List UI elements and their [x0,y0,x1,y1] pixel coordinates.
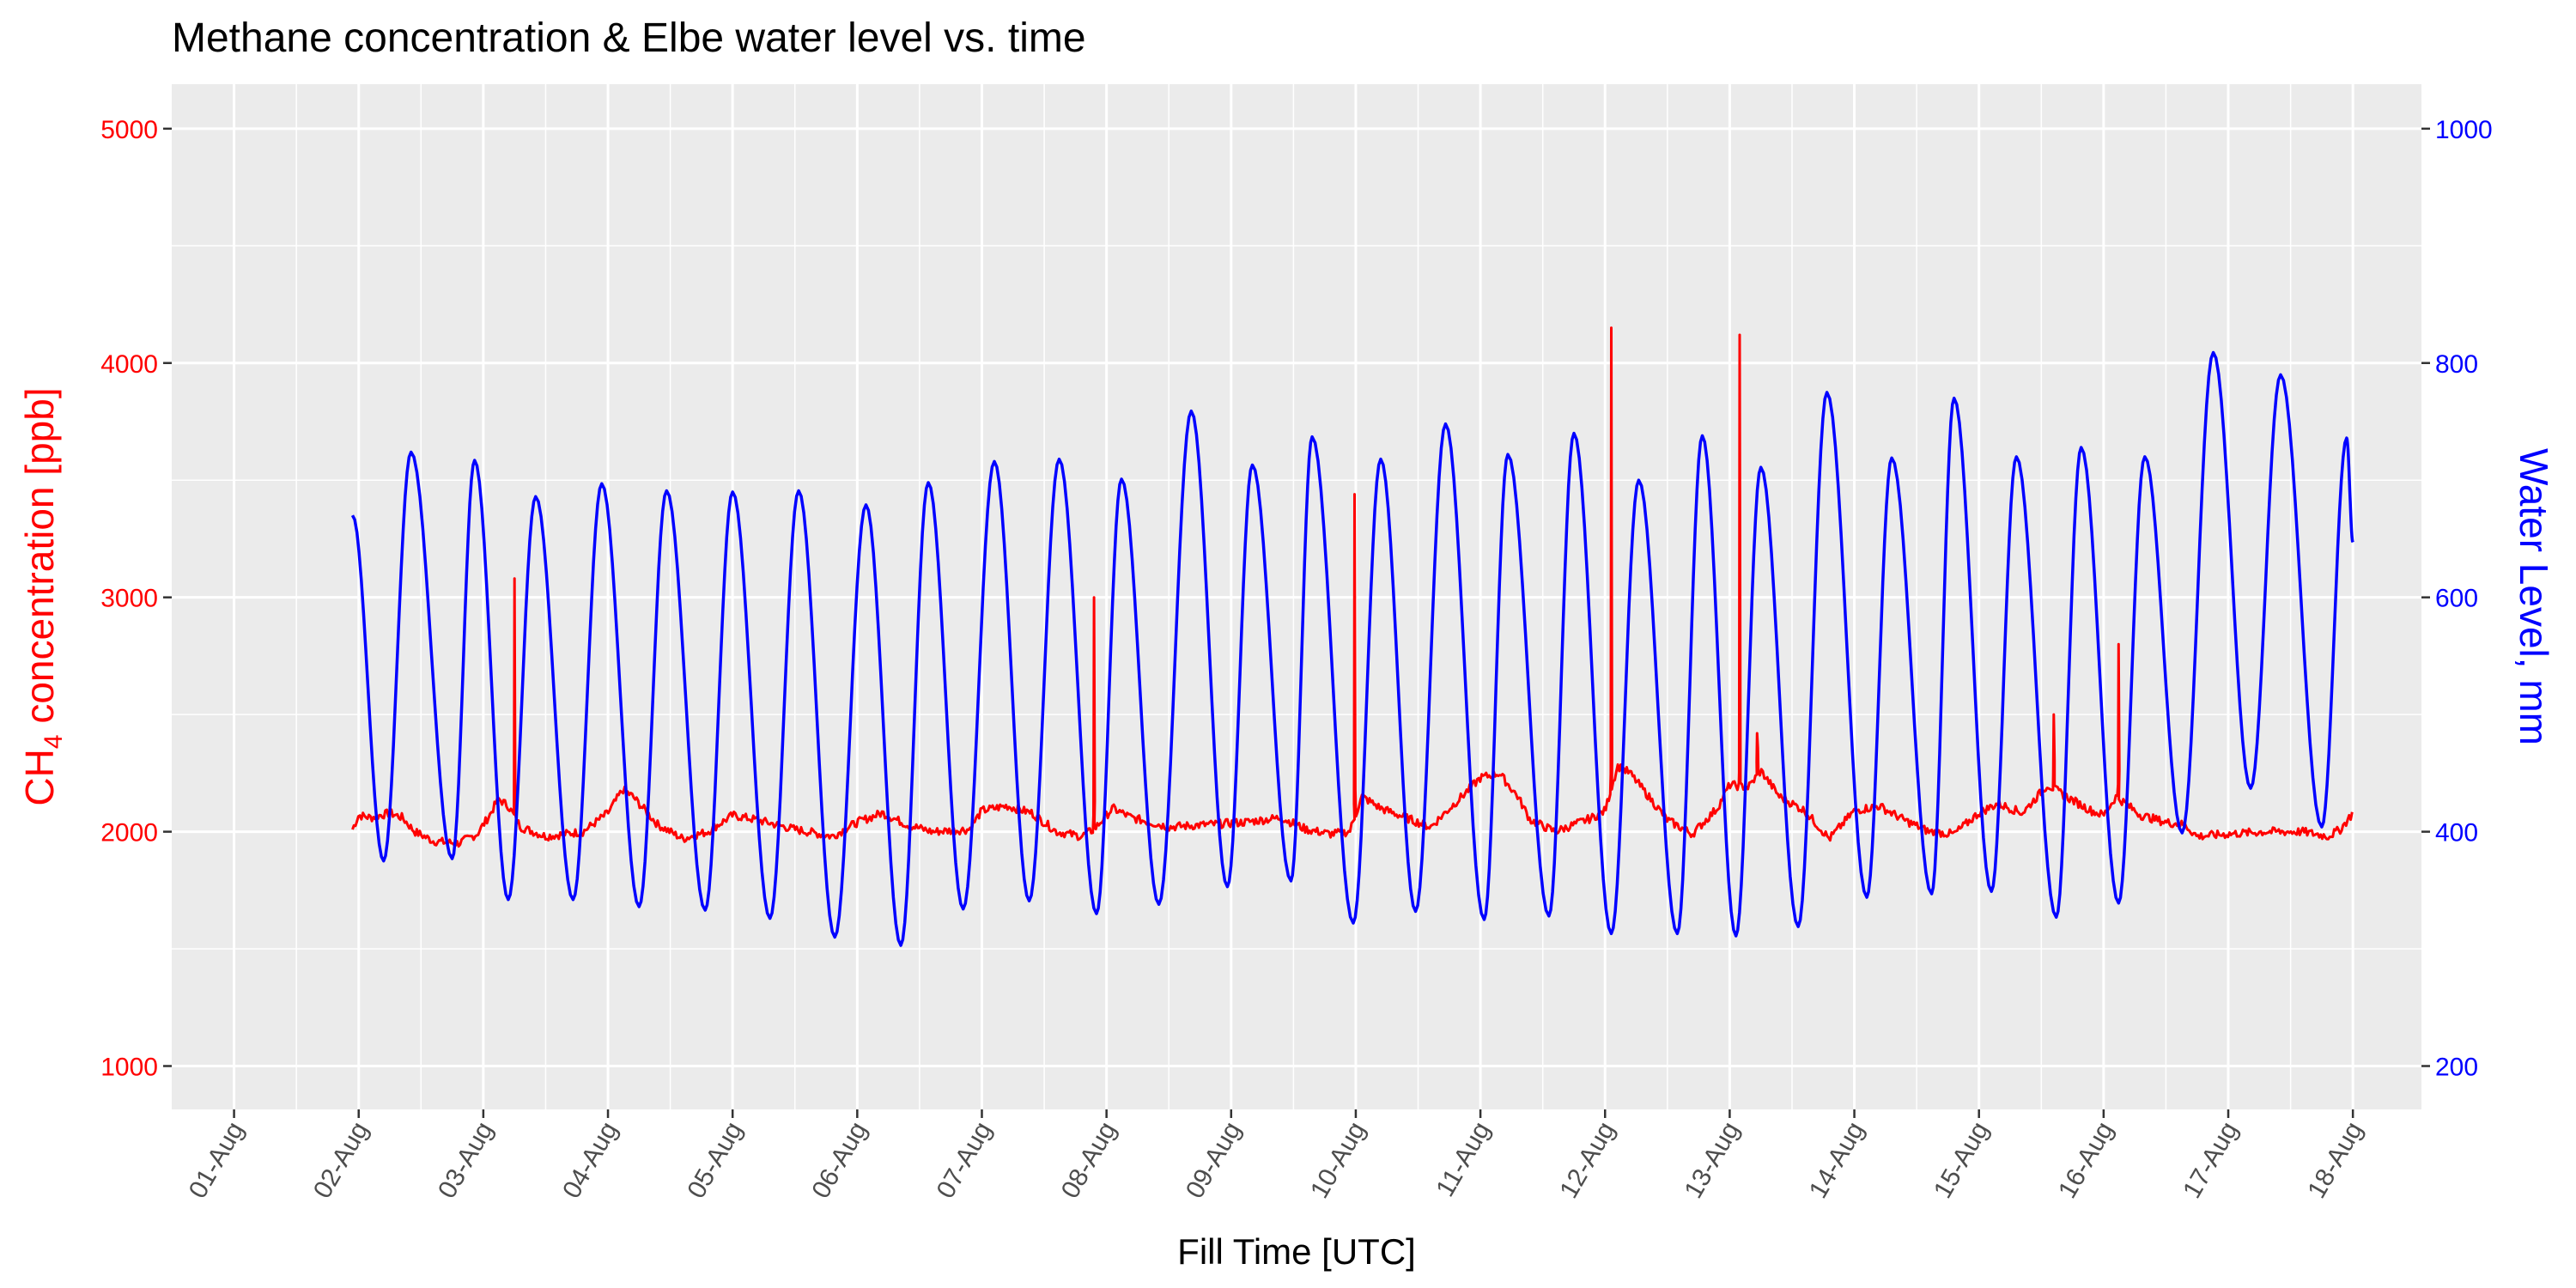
x-tick-label: 14-Aug [1804,1117,1870,1203]
x-tick-label: 13-Aug [1680,1117,1746,1203]
water-level-line [350,350,2354,947]
x-tick-label: 03-Aug [433,1117,499,1203]
x-tick-label: 11-Aug [1431,1117,1496,1201]
x-tick-label: 08-Aug [1056,1117,1122,1203]
y-axis-title-left-rest: concentration [ppb] [17,387,62,734]
y-left-tick-label: 5000 [100,116,158,144]
y-left-tick-label: 2000 [100,819,158,848]
methane-series [351,326,2354,848]
y-axis-title-left-main: CH [17,749,62,805]
x-tick-label: 10-Aug [1305,1117,1371,1203]
methane-line [351,326,2354,848]
x-tick-label: 07-Aug [932,1117,998,1203]
x-tick-label: 18-Aug [2302,1117,2368,1203]
chart-title: Methane concentration & Elbe water level… [172,15,1086,61]
x-tick-label: 02-Aug [308,1117,374,1203]
y-right-tick-label: 600 [2435,585,2478,613]
y-right-tick-label: 1000 [2435,116,2493,144]
y-left-tick-label: 4000 [100,350,158,379]
y-right-tick-label: 200 [2435,1054,2478,1082]
x-tick-label: 15-Aug [1929,1117,1995,1203]
y-axis-title-left-subscript: 4 [39,734,68,749]
y-axis-left: 1000 2000 3000 4000 5000 [100,116,172,1082]
y-right-tick-label: 400 [2435,819,2478,848]
x-tick-label: 09-Aug [1181,1117,1247,1203]
x-tick-label: 16-Aug [2053,1117,2119,1203]
x-tick-label: 17-Aug [2178,1117,2244,1203]
x-tick-label: 12-Aug [1554,1117,1620,1203]
x-tick-label: 06-Aug [806,1117,872,1203]
y-axis-title-right: Water Level, mm [2512,448,2556,745]
x-tick-label: 05-Aug [682,1117,748,1203]
x-axis: 01-Aug 02-Aug 03-Aug 04-Aug 05-Aug 06-Aug 07-A… [184,1109,2368,1203]
y-left-tick-label: 3000 [100,585,158,613]
y-left-tick-label: 1000 [100,1054,158,1082]
y-right-tick-label: 800 [2435,350,2478,379]
x-tick-label: 01-Aug [184,1117,250,1203]
x-axis-title: Fill Time [UTC] [1177,1231,1416,1272]
x-tick-label: 04-Aug [557,1117,623,1203]
y-axis-title-left: CH4 concentration [ppb] [17,387,68,805]
y-axis-right: 200 400 600 800 1000 [2421,116,2493,1082]
water-level-series [350,350,2354,947]
